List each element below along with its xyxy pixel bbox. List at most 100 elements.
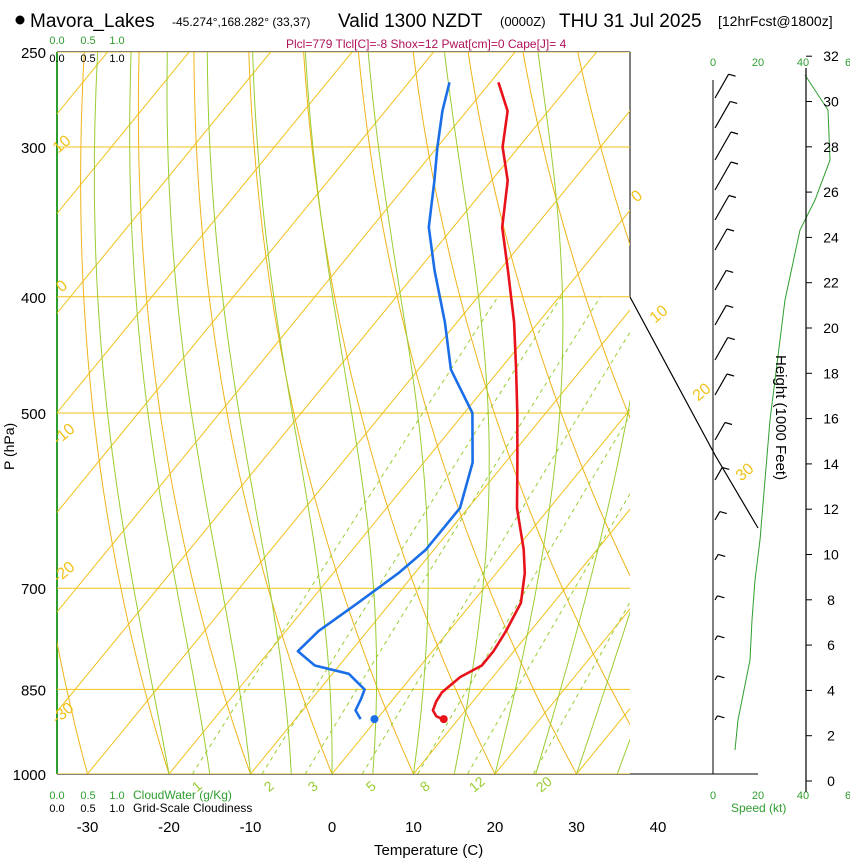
wind-barb-feather: [717, 675, 725, 679]
wind-speed-label: Speed (kt): [731, 801, 786, 815]
wind-barb: [714, 270, 727, 291]
cloud-scale-tick: 1.0: [109, 35, 124, 47]
mixing-ratio-label: 5: [363, 777, 379, 794]
moist-adiabat-line: [535, 398, 630, 774]
cloud-scale-tick: 0.0: [49, 803, 64, 815]
height-tick-label: 18: [823, 365, 839, 381]
dry-adiabat-line: [248, 52, 415, 774]
height-tick-label: 2: [827, 728, 835, 744]
wind-barb: [714, 511, 721, 521]
dry-adiabat-line: [522, 52, 630, 420]
isotherm-label: -20: [50, 559, 79, 587]
cloud-scale-ticks: 0.0 0.5 1.0 0.0 0.5 1.0 0.0 0.5 1.0 0.0 0.5 1.0: [49, 35, 124, 815]
dry-adiabat-line: [844, 31, 850, 800]
height-tick-label: 14: [823, 456, 839, 472]
wind-barb: [714, 131, 732, 161]
wind-barb-feather: [726, 304, 734, 308]
isotherm-line: [57, 52, 353, 414]
height-tick-label: 0: [827, 773, 835, 789]
moist-adiabat-line: [616, 738, 630, 774]
height-tick-label: 10: [823, 547, 839, 563]
wind-bottom-tick: 6: [845, 790, 850, 802]
mixing-ratio-label: 20: [533, 773, 555, 795]
wind-top-tick: 20: [752, 57, 764, 69]
wind-barb: [714, 161, 732, 191]
isotherm-label: 10: [647, 302, 672, 327]
pressure-tick-label: 500: [21, 406, 46, 423]
x-tick-label: 0: [328, 819, 336, 836]
moist-adiabat-line: [304, 52, 378, 774]
sounding-indices: Plcl=779 Tlcl[C]=-8 Shox=12 Pwat[cm]=0 C…: [286, 37, 567, 51]
wind-barb: [714, 305, 727, 326]
isotherm-label: 0: [628, 187, 646, 206]
wind-barb: [714, 467, 723, 481]
isotherm-line: [57, 52, 516, 613]
wind-barb-feather: [726, 373, 735, 377]
dry-adiabat-line: [577, 52, 630, 247]
x-tick-label: -20: [158, 819, 180, 836]
mixing-ratio-line: [533, 601, 630, 774]
height-tick-label: 16: [823, 411, 839, 427]
station-bullet-icon: [15, 15, 25, 25]
wind-bottom-tick: 40: [797, 790, 809, 802]
wind-top-tick: 6: [845, 57, 850, 69]
wind-barb-feather: [719, 511, 727, 515]
isotherm-line: [331, 408, 630, 774]
wind-barb: [714, 228, 728, 251]
x-tick-label: -10: [240, 819, 262, 836]
wind-barb: [714, 373, 728, 396]
height-tick-label: 20: [823, 320, 839, 336]
temperature-trace: [431, 81, 527, 721]
height-axis-label: Height (1000 Feet): [772, 355, 789, 480]
height-tick-label: 28: [823, 139, 839, 155]
pressure-tick-label: 700: [21, 581, 46, 598]
wind-barb: [714, 554, 719, 561]
isotherm-line: [249, 309, 630, 774]
wind-bottom-tick: 20: [752, 790, 764, 802]
isotherm-line: [57, 52, 598, 713]
isotherm-line: [168, 209, 630, 774]
isotherm-label: 30: [733, 460, 758, 485]
mixing-ratio-line: [191, 296, 499, 774]
isotherm-line: [494, 608, 630, 774]
isotherm-label: -30: [49, 700, 78, 728]
wind-barb: [714, 715, 718, 721]
wind-barb-feather: [717, 595, 725, 599]
moist-adiabat-line: [252, 52, 333, 774]
wind-barb-feather: [730, 100, 738, 104]
cloudwater-label: CloudWater (g/Kg): [133, 788, 232, 802]
mixing-ratio-line: [361, 331, 630, 774]
pressure-tick-label: 300: [21, 140, 46, 157]
moist-adiabat-line: [93, 52, 170, 774]
isotherm-line: [57, 52, 272, 314]
forecast-label: [12hrFcst@1800z]: [718, 13, 833, 29]
wind-bottom-tick: 0: [710, 790, 716, 802]
wind-barb-feather: [727, 337, 735, 341]
station-coords: -45.274°,168.282° (33,37): [172, 15, 310, 29]
isotherm-label: 10: [50, 132, 75, 157]
pressure-tick-label: 1000: [13, 767, 46, 784]
mixing-ratio-label: 8: [417, 777, 433, 794]
dry-adiabat-line: [57, 639, 89, 774]
wind-top-tick: 40: [797, 57, 809, 69]
cloud-scale-tick: 1.0: [109, 790, 124, 802]
valid-utc: (0000Z): [500, 14, 546, 29]
isotherm-label: 0: [53, 277, 71, 296]
wind-barb-feather: [728, 73, 736, 77]
height-tick-label: 30: [823, 94, 839, 110]
wind-top-tick: 0: [710, 57, 716, 69]
wind-barb-feather: [728, 194, 737, 199]
wind-barb: [714, 195, 730, 221]
wind-barb: [714, 422, 726, 441]
dry-adiabat-line: [193, 52, 333, 774]
cloud-scale-tick: 0.5: [80, 790, 95, 802]
mixing-ratio-line: [467, 492, 630, 774]
wind-barb-feather: [718, 553, 726, 557]
wind-barb: [714, 337, 729, 361]
moist-adiabat-line: [166, 52, 251, 774]
cloud-scale-tick: 0.0: [49, 53, 64, 65]
sounding-traces: [296, 81, 527, 724]
moist-adiabat-line: [367, 52, 429, 774]
moist-adiabat-line: [206, 52, 292, 774]
